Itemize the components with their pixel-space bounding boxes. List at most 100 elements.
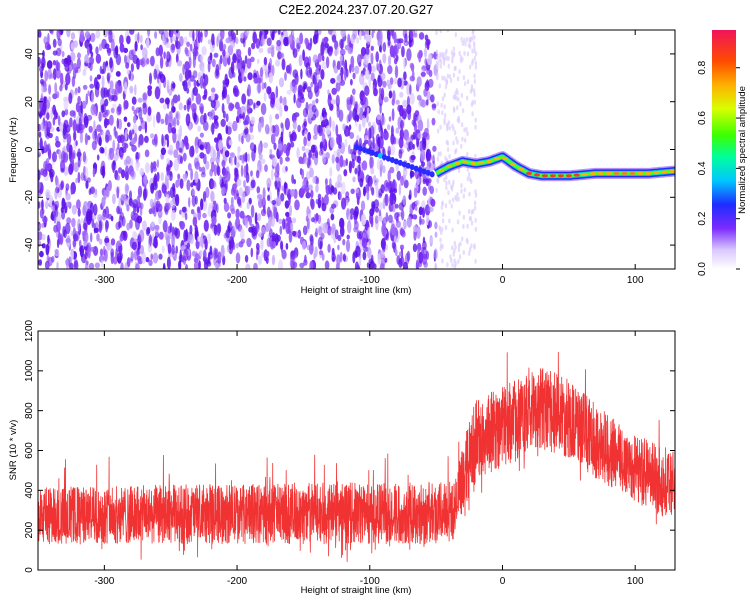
noise-speckle <box>257 162 263 174</box>
noise-speckle <box>142 220 147 231</box>
ridge-core <box>486 159 493 164</box>
noise-speckle <box>199 235 204 248</box>
noise-speckle <box>170 198 176 209</box>
noise-speckle <box>395 127 400 134</box>
noise-speckle <box>321 202 327 212</box>
ridge-core <box>565 174 572 178</box>
noise-speckle <box>256 186 261 194</box>
noise-speckle <box>150 182 155 194</box>
noise-speckle <box>293 261 298 269</box>
noise-speckle <box>464 137 467 143</box>
noise-speckle <box>439 63 442 69</box>
noise-speckle <box>382 146 385 156</box>
noise-speckle <box>138 59 144 66</box>
noise-speckle <box>81 254 87 264</box>
noise-speckle <box>288 63 292 75</box>
noise-trail <box>354 144 359 151</box>
noise-speckle <box>352 252 356 264</box>
noise-speckle <box>392 45 398 56</box>
noise-speckle <box>366 190 370 201</box>
noise-trail <box>385 155 391 162</box>
noise-speckle <box>246 201 250 210</box>
noise-speckle <box>219 38 224 52</box>
noise-speckle <box>436 55 439 60</box>
noise-speckle <box>93 105 97 115</box>
noise-speckle <box>41 234 46 241</box>
noise-speckle <box>65 192 71 201</box>
noise-speckle <box>129 85 134 94</box>
noise-speckle <box>302 225 308 236</box>
noise-speckle <box>331 87 338 95</box>
noise-speckle <box>134 41 138 52</box>
colorbar-tick-label: 0.2 <box>697 211 708 225</box>
ridge-core <box>518 167 525 171</box>
noise-speckle <box>395 203 399 209</box>
noise-speckle <box>129 30 135 35</box>
noise-speckle <box>189 224 193 235</box>
noise-speckle <box>299 157 305 165</box>
noise-speckle <box>167 122 172 134</box>
noise-speckle <box>422 246 428 260</box>
noise-speckle <box>305 62 311 70</box>
noise-speckle <box>258 232 263 238</box>
noise-speckle <box>191 194 197 207</box>
noise-speckle <box>338 144 342 149</box>
noise-speckle <box>461 108 465 114</box>
noise-speckle <box>153 68 158 80</box>
noise-speckle <box>53 215 57 224</box>
spectrogram-xtick-label: -300 <box>94 275 114 286</box>
noise-speckle <box>38 189 42 197</box>
noise-speckle <box>305 148 310 154</box>
noise-speckle <box>464 81 467 87</box>
noise-speckle <box>341 197 347 210</box>
noise-speckle <box>162 262 166 269</box>
noise-speckle <box>446 122 449 128</box>
noise-speckle <box>102 112 108 118</box>
noise-speckle <box>109 114 114 126</box>
colorbar: 0.0 0.2 0.4 0.6 0.8 Normalized spectral ampl… <box>697 30 748 276</box>
noise-speckle <box>194 40 198 47</box>
noise-speckle <box>171 209 176 222</box>
noise-speckle <box>364 85 370 96</box>
noise-speckle <box>437 151 440 157</box>
noise-speckle <box>232 120 238 132</box>
noise-speckle <box>247 46 252 57</box>
noise-speckle <box>229 155 234 166</box>
noise-speckle <box>116 252 122 264</box>
noise-speckle <box>288 231 293 243</box>
noise-speckle <box>334 48 338 57</box>
noise-speckle <box>195 145 199 154</box>
noise-speckle <box>286 89 292 95</box>
noise-speckle <box>465 126 468 132</box>
noise-speckle <box>214 262 219 269</box>
noise-speckle <box>279 52 284 59</box>
noise-speckle <box>317 79 323 89</box>
noise-speckle <box>47 256 53 267</box>
noise-speckle <box>94 188 98 195</box>
noise-speckle <box>116 186 120 199</box>
noise-speckle <box>147 106 152 116</box>
noise-speckle <box>348 124 352 131</box>
noise-speckle <box>246 237 252 248</box>
noise-speckle <box>152 175 158 186</box>
noise-trail <box>365 148 371 155</box>
noise-speckle <box>170 127 177 134</box>
noise-speckle <box>193 260 200 269</box>
noise-speckle <box>319 141 324 149</box>
noise-speckle <box>366 262 370 269</box>
noise-speckle <box>87 90 90 96</box>
noise-speckle <box>65 201 71 207</box>
noise-speckle <box>390 30 394 37</box>
noise-speckle <box>127 122 131 128</box>
noise-speckle <box>438 83 441 89</box>
ridge-core <box>573 173 580 177</box>
noise-speckle <box>441 52 445 57</box>
noise-speckle <box>403 57 406 70</box>
noise-speckle <box>241 68 245 81</box>
noise-speckle <box>300 68 303 80</box>
noise-speckle <box>379 30 383 44</box>
noise-speckle <box>41 84 44 97</box>
noise-speckle <box>350 188 355 195</box>
spectrogram-heatmap <box>38 30 675 269</box>
noise-speckle <box>301 145 306 152</box>
